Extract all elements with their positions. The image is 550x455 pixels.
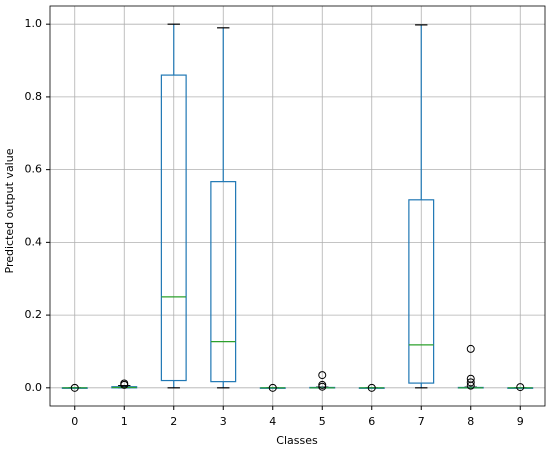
outlier xyxy=(367,383,376,392)
x-tick-label: 6 xyxy=(368,415,375,428)
x-tick-label: 2 xyxy=(170,415,177,428)
x-tick-label: 0 xyxy=(71,415,78,428)
y-tick-label: 0.6 xyxy=(25,163,43,176)
outlier xyxy=(318,371,327,380)
y-tick-label: 0.8 xyxy=(25,90,43,103)
y-tick-label: 1.0 xyxy=(25,17,43,30)
box xyxy=(160,74,187,382)
outlier xyxy=(466,381,475,390)
outlier xyxy=(466,344,475,353)
x-tick-label: 9 xyxy=(517,415,524,428)
y-tick-label: 0.2 xyxy=(25,308,43,321)
x-tick-label: 3 xyxy=(220,415,227,428)
y-axis-label: Predicted output value xyxy=(3,148,16,273)
outlier xyxy=(466,378,475,387)
outlier xyxy=(318,382,327,391)
outlier xyxy=(70,383,79,392)
outlier xyxy=(120,380,129,389)
x-axis-label: Classes xyxy=(276,434,318,447)
box xyxy=(408,199,435,384)
x-tick-label: 8 xyxy=(467,415,474,428)
outlier xyxy=(268,383,277,392)
plot-frame xyxy=(49,5,546,407)
outlier xyxy=(516,383,525,392)
x-tick-label: 1 xyxy=(121,415,128,428)
y-tick-label: 0.0 xyxy=(25,381,43,394)
y-tick-label: 0.4 xyxy=(25,235,43,248)
x-tick-label: 5 xyxy=(319,415,326,428)
x-tick-label: 4 xyxy=(269,415,276,428)
box xyxy=(210,181,237,383)
x-tick-label: 7 xyxy=(418,415,425,428)
